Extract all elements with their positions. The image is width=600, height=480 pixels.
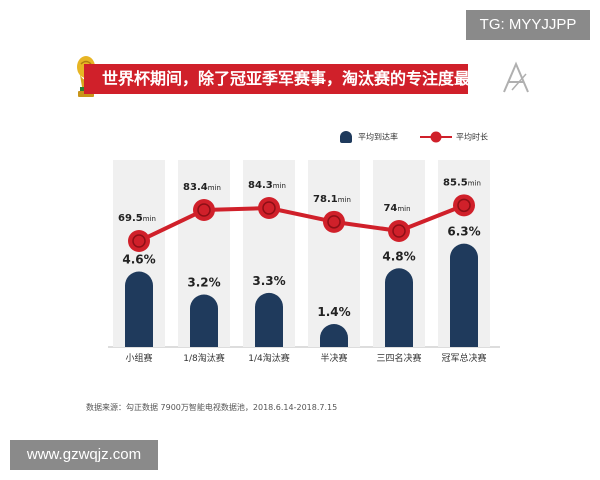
title-banner: 世界杯期间，除了冠亚季军赛事，淘汰赛的专注度最高 xyxy=(84,64,486,94)
line-point-marker xyxy=(453,194,475,217)
category-tick-label: 小组赛 xyxy=(125,352,152,364)
line-value-unit: min xyxy=(397,205,410,213)
line-point-ring xyxy=(457,198,471,213)
bar xyxy=(320,324,348,347)
line-value-label: 84.3min xyxy=(248,180,286,191)
line-point-marker xyxy=(388,219,410,242)
bar xyxy=(190,294,219,347)
legend-line-label: 平均时长 xyxy=(456,132,488,142)
bar-value-label: 6.3% xyxy=(447,225,480,239)
line-value-label: 69.5min xyxy=(118,213,156,224)
category-tick-label: 冠军总决赛 xyxy=(441,352,486,364)
legend-line: 平均时长 xyxy=(420,131,488,143)
data-source: 数据来源：勾正数据 7900万智能电视数据池，2018.6.14-2018.7.… xyxy=(86,403,338,412)
line-value-unit: min xyxy=(468,179,481,187)
category-tick-label: 1/4淘汰赛 xyxy=(248,352,290,364)
line-value-unit: min xyxy=(338,196,351,204)
line-series xyxy=(138,203,465,243)
brand-logo-icon xyxy=(503,61,529,93)
bar-value-label: 3.2% xyxy=(187,276,220,290)
bar-value-label: 4.6% xyxy=(122,253,155,267)
category-tick-label: 三四名决赛 xyxy=(376,352,421,364)
line-value-label: 78.1min xyxy=(313,194,351,205)
bar xyxy=(450,243,478,347)
line-value-label: 74min xyxy=(383,203,410,214)
category-tick-label: 半决赛 xyxy=(320,352,347,364)
line-value-label: 85.5min xyxy=(443,177,481,188)
line-value-label: 83.4min xyxy=(183,182,221,193)
watermark-top: TG: MYYJJPP xyxy=(466,10,590,40)
bar-value-label: 3.3% xyxy=(252,274,285,288)
legend-bar-swatch xyxy=(340,131,352,143)
bar-value-label: 1.4% xyxy=(317,305,350,319)
line-point-marker xyxy=(193,199,215,222)
line-point xyxy=(323,210,345,233)
bar xyxy=(385,268,413,347)
line-point-ring xyxy=(197,203,211,217)
line-value-unit: min xyxy=(208,184,221,192)
legend-line-swatch xyxy=(420,131,452,143)
line-point-marker xyxy=(128,230,150,253)
line-point-ring xyxy=(262,201,276,215)
line-point xyxy=(193,199,215,222)
line-point xyxy=(388,219,410,242)
legend-bar-label: 平均到达率 xyxy=(358,132,398,142)
watermark-bottom: www.gzwqjz.com xyxy=(10,440,158,470)
column-background xyxy=(308,160,360,347)
line-point-marker xyxy=(323,210,345,233)
line-value-unit: min xyxy=(273,182,286,190)
line-point xyxy=(128,230,150,253)
line-point-ring xyxy=(132,234,146,248)
bar xyxy=(255,292,283,347)
line-point-ring xyxy=(392,224,406,238)
line-point xyxy=(453,194,475,217)
legend-bar: 平均到达率 xyxy=(340,131,398,143)
bar xyxy=(125,271,153,347)
bar-value-label: 4.8% xyxy=(382,249,415,263)
line-point-marker xyxy=(258,197,280,220)
category-tick-label: 1/8淘汰赛 xyxy=(183,352,225,364)
line-point xyxy=(258,197,280,220)
line-value-unit: min xyxy=(143,215,156,223)
line-point-ring xyxy=(327,215,341,229)
